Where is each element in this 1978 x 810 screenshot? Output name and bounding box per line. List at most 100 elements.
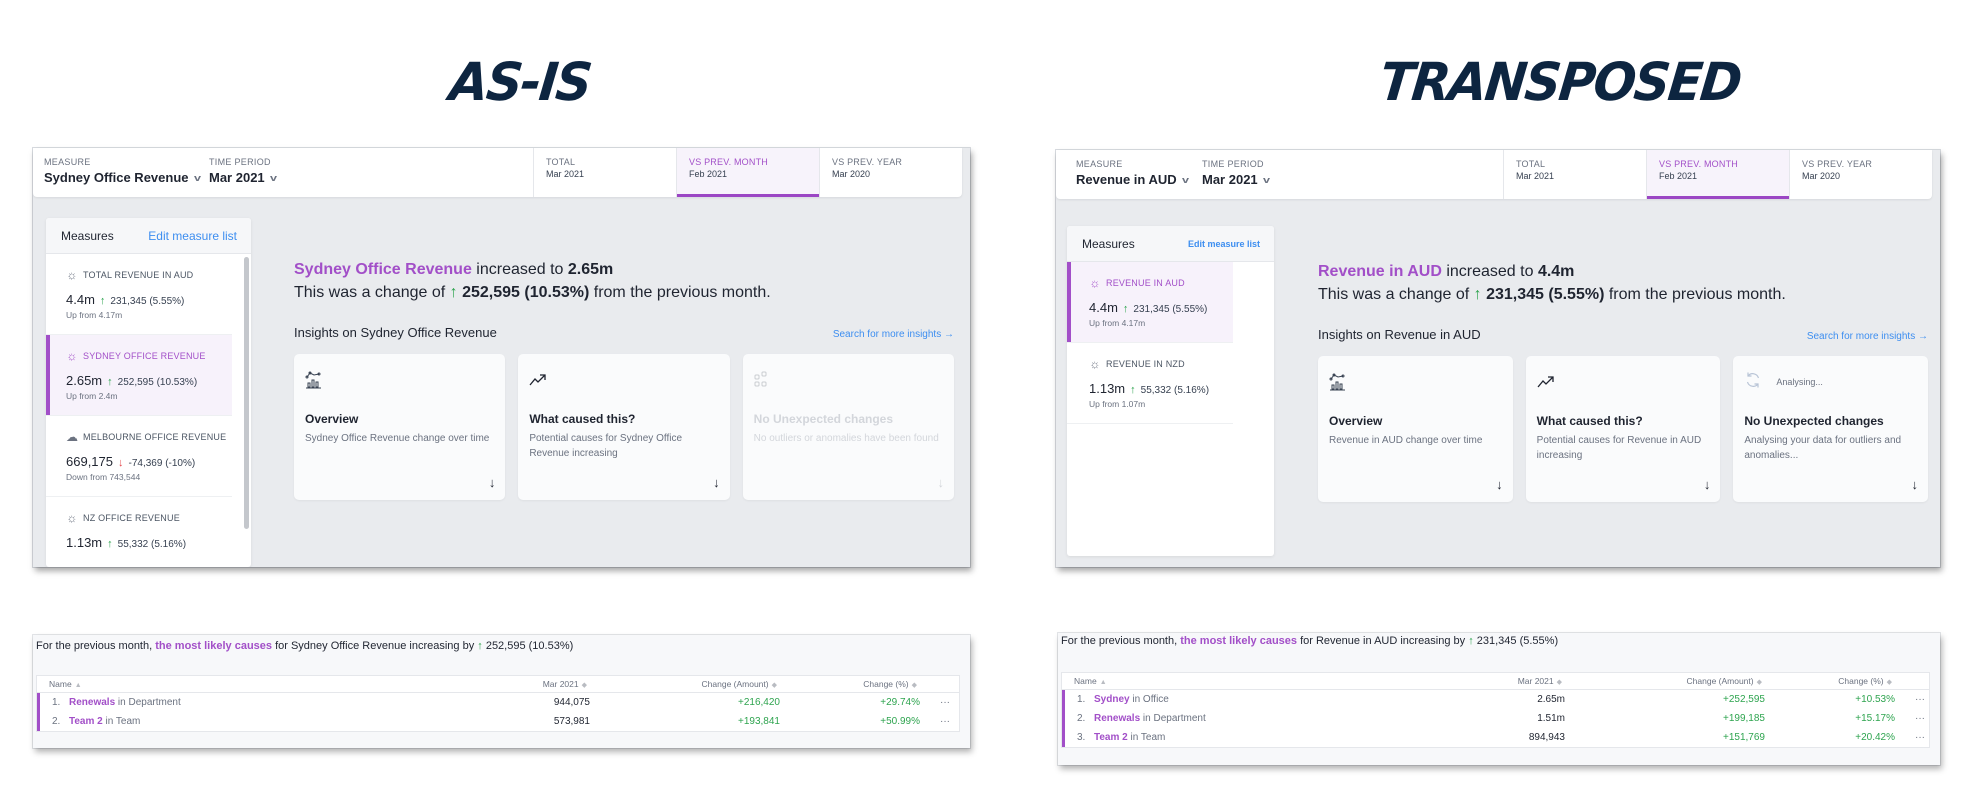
insight-card-overview[interactable]: Overview Sydney Office Revenue change ov… — [294, 354, 506, 500]
more-options-icon[interactable]: ··· — [1915, 694, 1925, 705]
card-desc: Revenue in AUD change over time — [1329, 435, 1483, 446]
tab-total[interactable]: TOTAL Mar 2021 — [533, 148, 676, 197]
measure-label: MEASURE — [44, 157, 91, 167]
row-dimension-value[interactable]: Renewals — [69, 697, 116, 708]
insight-card-what-caused[interactable]: What caused this? Potential causes for S… — [518, 354, 730, 500]
table-row[interactable]: 1. Sydney in Office 2.65m +252,595 +10.53… — [1065, 690, 1929, 709]
row-period-value: 2.65m — [1537, 694, 1565, 705]
transposed-screen: MEASURE Revenue in AUD v TIME PERIOD Mar … — [1056, 150, 1940, 567]
measure-value: 4.4m — [1089, 300, 1118, 315]
refresh-icon — [1744, 371, 1762, 394]
row-dimension-value[interactable]: Sydney — [1094, 694, 1130, 705]
insight-card-what-caused[interactable]: What caused this? Potential causes for R… — [1525, 356, 1721, 502]
headline-text: This was a change of — [294, 284, 450, 301]
more-options-icon[interactable]: ··· — [1915, 713, 1925, 724]
table-row[interactable]: 3. Team 2 in Team 894,943 +151,769 +20.42… — [1065, 728, 1929, 747]
card-title: No Unexpected changes — [753, 412, 894, 426]
measure-value: 669,175 — [66, 454, 113, 469]
edit-measure-list-link[interactable]: Edit measure list — [148, 228, 237, 243]
measure-value: Revenue in AUD — [1076, 172, 1177, 187]
headline: Revenue in AUD increased to 4.4m This wa… — [1318, 260, 1928, 306]
col-label: Mar 2021 — [1517, 676, 1554, 686]
search-more-insights-link[interactable]: Search for more insights → — [833, 329, 954, 340]
table-row[interactable]: 2. Team 2 in Team 573,981 +193,841 +50.99… — [40, 712, 959, 731]
measure-item-sydney-office-revenue[interactable]: ☼ SYDNEY OFFICE REVENUE 2.65m ↑ 252,595 (10… — [46, 335, 232, 416]
measure-selector[interactable]: MEASURE Revenue in AUD v — [1076, 150, 1202, 199]
measure-item-revenue-in-nzd[interactable]: ☼ REVENUE IN NZD 1.13m ↑ 55,332 (5.16%) Up … — [1067, 343, 1233, 424]
measures-sidebar: Measures Edit measure list ☼ TOTAL REVENU… — [46, 218, 251, 567]
measure-item-melbourne-office-revenue[interactable]: ☁ MELBOURNE OFFICE REVENUE 669,175 ↓ -74,36… — [46, 416, 232, 497]
insight-card-unexpected-changes[interactable]: Analysing... No Unexpected changes Analy… — [1733, 356, 1929, 502]
row-change-amount: +199,185 — [1723, 713, 1765, 724]
measure-item-revenue-in-aud[interactable]: ☼ REVENUE IN AUD 4.4m ↑ 231,345 (5.55%) Up … — [1067, 262, 1233, 343]
tab-label: TOTAL — [546, 157, 576, 167]
arrow-down-icon[interactable]: ↓ — [1911, 477, 1919, 492]
tab-vs-prev-month[interactable]: VS PREV. MONTH Feb 2021 — [676, 148, 819, 197]
arrow-down-icon[interactable]: ↓ — [937, 475, 944, 490]
col-name-header[interactable]: Name ▲ — [1062, 676, 1457, 686]
table-row[interactable]: 2. Renewals in Department 1.51m +199,185 … — [1065, 709, 1929, 728]
more-options-icon[interactable]: ··· — [940, 697, 950, 708]
edit-measure-list-link[interactable]: Edit measure list — [1187, 238, 1260, 249]
tab-sublabel: Feb 2021 — [1659, 171, 1698, 181]
arrow-down-icon[interactable]: ↓ — [713, 475, 720, 490]
card-desc: Potential causes for Sydney Office Reven… — [529, 433, 683, 459]
section-title-transposed: Transposed — [1376, 51, 1744, 113]
insight-card-overview[interactable]: Overview Revenue in AUD change over time… — [1318, 356, 1513, 502]
sun-icon: ☼ — [66, 268, 78, 282]
measure-name: SYDNEY OFFICE REVENUE — [83, 351, 206, 361]
tab-vs-prev-month[interactable]: VS PREV. MONTH Feb 2021 — [1646, 150, 1789, 199]
tab-vs-prev-year[interactable]: VS PREV. YEAR Mar 2020 — [819, 148, 962, 197]
arrow-down-icon[interactable]: ↓ — [1496, 477, 1503, 492]
measure-value: 1.13m — [1089, 381, 1126, 396]
col-period-header[interactable]: Mar 2021 ◆ — [1457, 676, 1562, 686]
row-period-value: 894,943 — [1528, 732, 1565, 743]
as-is-screen: MEASURE Sydney Office Revenue v TIME PERI… — [33, 148, 970, 567]
search-more-insights-link[interactable]: Search for more insights → — [1807, 331, 1928, 342]
more-options-icon[interactable]: ··· — [940, 716, 950, 727]
measures-title: Measures — [1082, 236, 1135, 251]
col-percent-header[interactable]: Change (%) ◆ — [1762, 676, 1892, 686]
sun-icon: ☼ — [66, 349, 78, 363]
causes-change: 231,345 (5.55%) — [1473, 635, 1559, 647]
col-period-header[interactable]: Mar 2021 ◆ — [507, 679, 587, 689]
more-options-icon[interactable]: ··· — [1915, 732, 1925, 743]
time-period-selector[interactable]: TIME PERIOD Mar 2021 v — [1202, 150, 1270, 199]
chevron-down-icon: v — [193, 172, 201, 183]
sidebar-scrollbar[interactable] — [244, 257, 249, 529]
col-amount-header[interactable]: Change (Amount) ◆ — [1562, 676, 1762, 686]
card-desc: No outliers or anomalies have been found — [753, 433, 939, 444]
sort-icon: ◆ — [911, 682, 917, 689]
measure-selector[interactable]: MEASURE Sydney Office Revenue v — [44, 148, 209, 197]
row-dimension-value[interactable]: Renewals — [1094, 713, 1141, 724]
trend-up-icon — [529, 370, 718, 390]
col-amount-header[interactable]: Change (Amount) ◆ — [587, 679, 777, 689]
most-likely-causes-link[interactable]: the most likely causes — [155, 640, 273, 652]
insight-card-unexpected-changes[interactable]: No Unexpected changes No outliers or ano… — [742, 354, 954, 500]
tab-sublabel: Mar 2021 — [1516, 171, 1555, 181]
most-likely-causes-link[interactable]: the most likely causes — [1180, 635, 1298, 647]
table-row[interactable]: 1. Renewals in Department 944,075 +216,42… — [40, 693, 959, 712]
card-title: Overview — [305, 412, 359, 426]
tab-total[interactable]: TOTAL Mar 2021 — [1503, 150, 1646, 199]
arrow-down-icon[interactable]: ↓ — [1703, 477, 1711, 492]
measure-item-total-revenue-aud[interactable]: ☼ TOTAL REVENUE IN AUD 4.4m ↑ 231,345 (5.55… — [46, 254, 232, 335]
arrow-down-icon[interactable]: ↓ — [488, 475, 496, 490]
row-dimension-value[interactable]: Team 2 — [69, 716, 103, 727]
insights-title: Insights on Sydney Office Revenue — [294, 325, 497, 340]
col-percent-header[interactable]: Change (%) ◆ — [777, 679, 917, 689]
measure-item-nz-office-revenue[interactable]: ☼ NZ OFFICE REVENUE 1.13m ↑ 55,332 (5.16%) — [46, 497, 232, 564]
measure-sub: Up from 1.07m — [1089, 399, 1146, 409]
search-link-label: Search for more insights — [832, 329, 942, 340]
tab-sublabel: Mar 2020 — [1802, 171, 1841, 181]
headline-change: 252,595 (10.53%) — [457, 284, 590, 301]
tab-label: VS PREV. YEAR — [832, 157, 903, 167]
row-dimension-value[interactable]: Team 2 — [1094, 732, 1128, 743]
headline-change: 231,345 (5.55%) — [1481, 286, 1605, 303]
measure-name: NZ OFFICE REVENUE — [83, 513, 180, 523]
tab-vs-prev-year[interactable]: VS PREV. YEAR Mar 2020 — [1789, 150, 1932, 199]
col-name-header[interactable]: Name ▲ — [37, 679, 507, 689]
row-period-value: 944,075 — [553, 697, 590, 708]
arrow-right-icon: → — [944, 329, 954, 340]
time-period-selector[interactable]: TIME PERIOD Mar 2021 v — [209, 148, 277, 197]
